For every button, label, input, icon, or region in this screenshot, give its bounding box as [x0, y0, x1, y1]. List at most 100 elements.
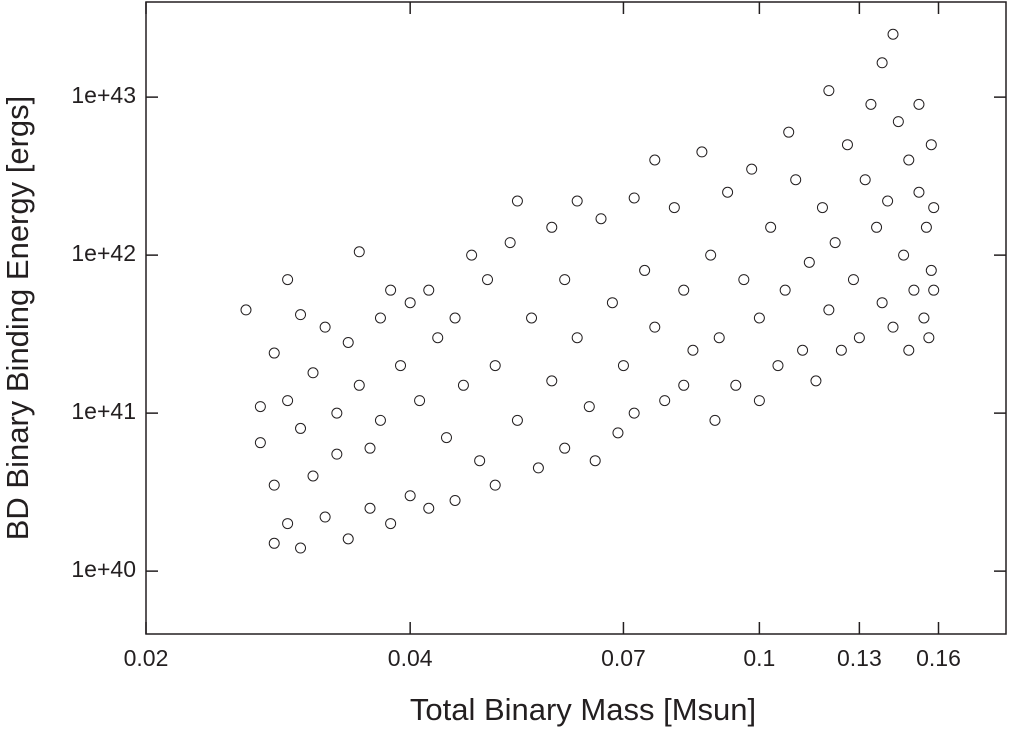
y-axis-title: BD Binary Binding Energy [ergs] — [0, 96, 35, 541]
data-point — [722, 186, 734, 198]
data-point — [678, 284, 690, 296]
data-point — [898, 249, 910, 261]
data-point — [374, 312, 386, 324]
data-point — [282, 395, 294, 407]
data-point — [331, 407, 343, 419]
data-point — [449, 494, 461, 506]
data-point — [319, 511, 331, 523]
data-point — [876, 297, 888, 309]
data-point — [649, 321, 661, 333]
data-point — [342, 336, 354, 348]
data-point — [489, 360, 501, 372]
data-point — [342, 533, 354, 545]
data-point — [730, 379, 742, 391]
data-point — [678, 379, 690, 391]
data-point — [772, 360, 784, 372]
data-point — [913, 186, 925, 198]
data-point — [746, 163, 758, 175]
data-point — [559, 274, 571, 286]
y-tick-label: 1e+42 — [71, 240, 136, 266]
data-point — [374, 414, 386, 426]
data-point — [783, 126, 795, 138]
data-point — [887, 321, 899, 333]
data-point — [841, 139, 853, 151]
data-point — [892, 116, 904, 128]
data-point — [295, 309, 307, 321]
data-point — [589, 455, 601, 467]
data-point — [903, 344, 915, 356]
data-point — [649, 154, 661, 166]
data-point — [887, 28, 899, 40]
data-point — [925, 139, 937, 151]
data-point — [295, 542, 307, 554]
x-tick-label: 0.07 — [601, 645, 646, 671]
data-point — [659, 395, 671, 407]
data-point — [595, 213, 607, 225]
data-point — [738, 274, 750, 286]
data-point — [353, 246, 365, 258]
data-point — [385, 518, 397, 530]
x-tick-label: 0.02 — [124, 645, 169, 671]
y-tick-label: 1e+40 — [71, 556, 136, 582]
y-tick-label: 1e+41 — [71, 398, 136, 424]
plot-frame — [145, 1, 1007, 635]
data-point — [823, 85, 835, 97]
data-point — [628, 407, 640, 419]
data-point — [779, 284, 791, 296]
data-point — [865, 98, 877, 110]
data-point — [687, 344, 699, 356]
data-point — [628, 192, 640, 204]
data-point — [583, 401, 595, 413]
data-point — [474, 455, 486, 467]
data-point — [696, 146, 708, 158]
x-tick-label: 0.04 — [388, 645, 433, 671]
data-point — [466, 249, 478, 261]
data-point — [908, 284, 920, 296]
x-tick-label: 0.16 — [916, 645, 961, 671]
data-point — [829, 237, 841, 249]
data-point — [240, 304, 252, 316]
data-point — [823, 304, 835, 316]
data-point — [709, 414, 721, 426]
data-point — [882, 195, 894, 207]
data-point — [511, 414, 523, 426]
data-point — [282, 518, 294, 530]
data-point — [753, 395, 765, 407]
data-point — [511, 195, 523, 207]
data-point — [423, 284, 435, 296]
data-point — [903, 154, 915, 166]
data-point — [404, 297, 416, 309]
data-point — [765, 221, 777, 233]
data-point — [612, 427, 624, 439]
data-point — [617, 360, 629, 372]
data-point — [489, 479, 501, 491]
data-point — [254, 437, 266, 449]
data-point — [295, 422, 307, 434]
data-point — [925, 264, 937, 276]
data-point — [816, 202, 828, 214]
data-point — [364, 442, 376, 454]
data-point — [504, 237, 516, 249]
data-point — [254, 401, 266, 413]
x-axis-title: Total Binary Mass [Msun] — [410, 692, 756, 727]
data-point — [268, 537, 280, 549]
data-point — [810, 375, 822, 387]
data-point — [307, 470, 319, 482]
data-point — [705, 249, 717, 261]
data-point — [559, 442, 571, 454]
data-point — [713, 332, 725, 344]
data-point — [482, 274, 494, 286]
data-point — [876, 57, 888, 69]
x-tick-label: 0.13 — [837, 645, 882, 671]
data-point — [307, 367, 319, 379]
data-point — [928, 202, 940, 214]
data-point — [395, 360, 407, 372]
data-point — [853, 332, 865, 344]
data-point — [923, 332, 935, 344]
data-point — [319, 321, 331, 333]
data-point — [606, 297, 618, 309]
data-point — [797, 344, 809, 356]
data-point — [803, 256, 815, 268]
data-point — [423, 502, 435, 514]
